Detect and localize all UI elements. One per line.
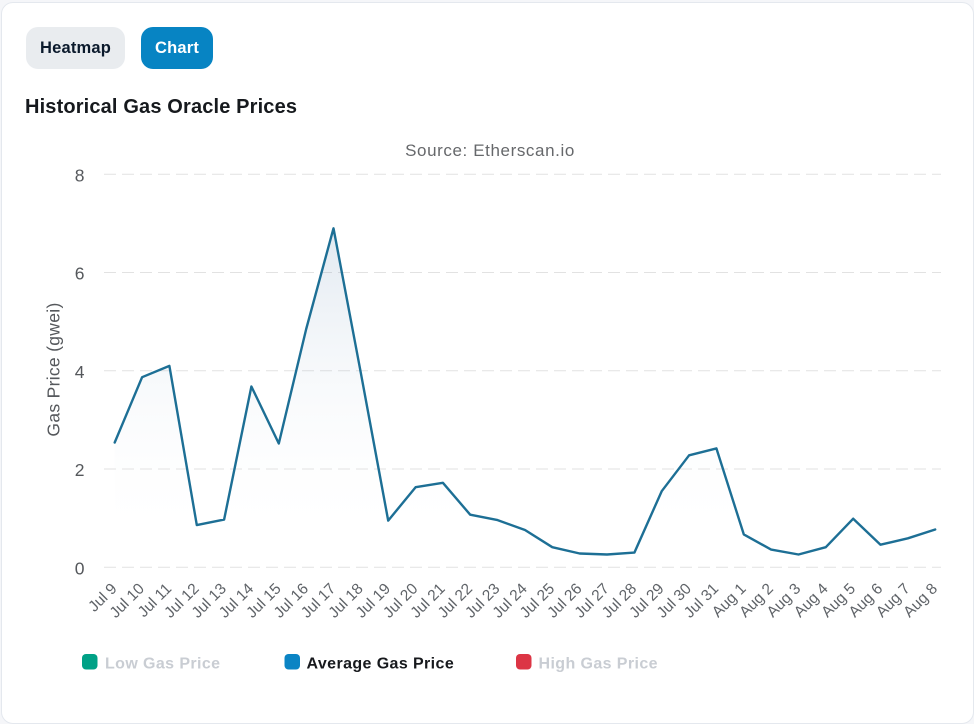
- svg-text:High Gas Price: High Gas Price: [539, 656, 658, 673]
- svg-text:0: 0: [75, 559, 85, 579]
- svg-text:Gas Price (gwei): Gas Price (gwei): [44, 302, 64, 436]
- svg-text:6: 6: [75, 264, 85, 284]
- svg-text:Average Gas Price: Average Gas Price: [307, 656, 455, 673]
- svg-text:Low Gas Price: Low Gas Price: [105, 656, 220, 673]
- svg-text:4: 4: [75, 362, 85, 382]
- svg-text:8: 8: [75, 166, 85, 186]
- svg-text:2: 2: [75, 460, 85, 480]
- svg-text:Source: Etherscan.io: Source: Etherscan.io: [405, 141, 575, 160]
